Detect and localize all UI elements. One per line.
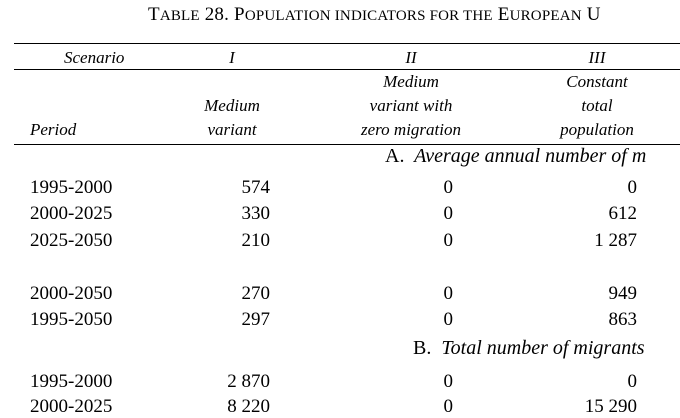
- table-cell-col2: 0: [443, 177, 454, 198]
- col-3-line2: total: [581, 96, 613, 115]
- section-b-heading: B. Total number of migrants: [413, 337, 645, 359]
- scenario-rule: [14, 69, 680, 70]
- col-3-roman: III: [588, 48, 606, 67]
- col-2-line1: Medium: [383, 72, 439, 91]
- scenario-label: Scenario: [64, 48, 125, 67]
- table-cell-col3: 15 290: [584, 396, 637, 417]
- table-cell-col2: 0: [443, 203, 454, 224]
- table-cell-col3: 863: [608, 309, 638, 330]
- section-a-heading: A. Average annual number of m: [385, 145, 647, 167]
- table-row-period: 1995-2050: [30, 309, 113, 330]
- table-cell-col1: 574: [241, 177, 271, 198]
- table-row-period: 2000-2025: [30, 203, 113, 224]
- col-1-line3: variant: [207, 120, 257, 139]
- table-row-period: 2000-2025: [30, 396, 113, 417]
- table-cell-col1: 270: [241, 283, 271, 304]
- header-rule: [14, 144, 680, 145]
- table-row-period: 1995-2000: [30, 177, 113, 198]
- col-2-roman: II: [405, 48, 417, 67]
- col-3-line1: Constant: [566, 72, 628, 91]
- table-cell-col1: 330: [241, 203, 271, 224]
- table-title: TABLE 28. POPULATION INDICATORS FOR THE …: [148, 4, 601, 25]
- table-cell-col1: 297: [241, 309, 271, 330]
- table-cell-col3: 612: [608, 203, 638, 224]
- col-3-line3: population: [560, 120, 634, 139]
- table-row-period: 1995-2000: [30, 371, 113, 392]
- table-cell-col1: 8 220: [227, 396, 270, 417]
- table-cell-col2: 0: [443, 283, 454, 304]
- col-2-line2: variant with: [369, 96, 453, 115]
- table-cell-col2: 0: [443, 309, 454, 330]
- table-cell-col3: 0: [627, 177, 638, 198]
- table-cell-col1: 210: [241, 230, 271, 251]
- period-label: Period: [30, 120, 77, 139]
- table-cell-col3: 949: [608, 283, 638, 304]
- col-2-line3: zero migration: [361, 120, 461, 139]
- table-cell-col2: 0: [443, 371, 454, 392]
- table-cell-col2: 0: [443, 230, 454, 251]
- top-rule: [14, 43, 680, 44]
- table-cell-col1: 2 870: [227, 371, 270, 392]
- col-1-roman: I: [229, 48, 235, 67]
- table-cell-col3: 1 287: [594, 230, 637, 251]
- col-1-line2: Medium: [204, 96, 260, 115]
- table-cell-col3: 0: [627, 371, 638, 392]
- table-row-period: 2000-2050: [30, 283, 113, 304]
- table-cell-col2: 0: [443, 396, 454, 417]
- table-row-period: 2025-2050: [30, 230, 113, 251]
